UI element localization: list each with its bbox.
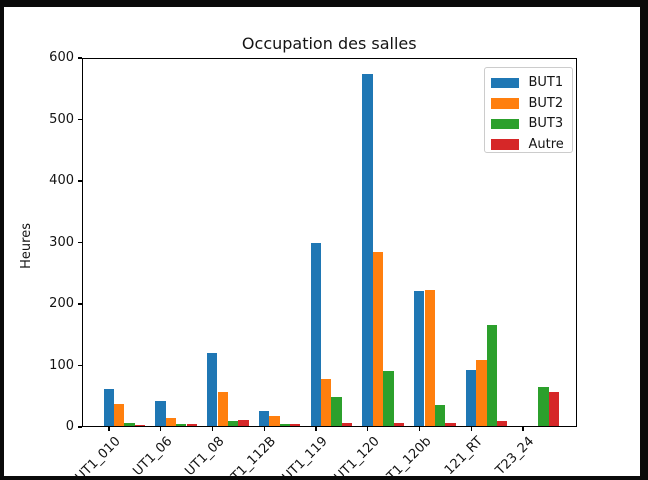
bar-Autre-UT1_08 <box>238 419 249 426</box>
bar-BUT1-T1_120b <box>414 290 425 426</box>
plot-area <box>81 58 577 427</box>
bar-BUT3-UT1_119 <box>331 397 342 426</box>
y-tick-label: 0 <box>65 419 74 434</box>
bar-BUT2-UT1_120 <box>372 252 384 426</box>
bar-BUT1-T1_112B <box>258 410 270 426</box>
x-tick-label: 121_RT <box>441 434 486 476</box>
bar-BUT2-UT1_010 <box>114 403 125 426</box>
x-tickmark <box>263 427 265 431</box>
legend-swatch-icon <box>490 98 519 109</box>
x-tickmark <box>315 427 317 431</box>
y-tick-label: 400 <box>49 173 74 188</box>
bar-BUT3-UT1_010 <box>124 422 135 426</box>
bar-Autre-UT1_119 <box>341 422 353 426</box>
x-tick-label: T23_24 <box>493 434 538 476</box>
chart-figure: Occupation des salles Heures 0 100 200 300 4… <box>4 7 640 476</box>
legend-item-BUT3: BUT3 <box>490 114 572 135</box>
bar-BUT2-UT1_119 <box>321 378 332 426</box>
legend-swatch-icon <box>490 77 519 89</box>
y-tick-label: 200 <box>49 296 74 311</box>
y-tickmark <box>77 426 82 428</box>
bar-Autre-T23_24 <box>548 392 560 426</box>
x-tickmark <box>367 427 369 431</box>
bar-BUT2-121_RT <box>476 360 487 426</box>
x-tickmark <box>160 427 162 431</box>
y-tickmark <box>77 57 82 59</box>
y-tickmark <box>77 303 82 305</box>
x-tick-label: UT1_010 <box>72 434 124 476</box>
legend-item-BUT1: BUT1 <box>490 73 572 94</box>
x-tick-label: UT1_119 <box>279 434 331 476</box>
bar-BUT3-UT1_120 <box>383 370 394 426</box>
y-tick-label: 500 <box>49 111 74 127</box>
legend-label: Autre <box>528 137 564 153</box>
x-tickmark <box>522 427 524 431</box>
y-tickmark <box>77 118 82 121</box>
bar-BUT1-UT1_119 <box>310 243 321 426</box>
x-tickmark <box>211 427 214 431</box>
legend-item-Autre: Autre <box>490 134 572 155</box>
bar-BUT2-UT1_08 <box>217 391 228 426</box>
bar-BUT1-UT1_120 <box>362 73 373 426</box>
legend-swatch-icon <box>490 139 519 150</box>
legend-label: BUT1 <box>528 75 564 91</box>
bar-Autre-T1_120b <box>445 422 456 426</box>
x-tickmark <box>108 427 110 431</box>
bar-Autre-121_RT <box>497 421 508 426</box>
legend-label: BUT3 <box>528 116 564 132</box>
bar-BUT1-UT1_010 <box>103 389 114 426</box>
y-tick-label: 600 <box>49 50 74 65</box>
x-tick-label: T1_112B <box>228 434 279 476</box>
bar-BUT2-T1_120b <box>424 289 435 426</box>
bar-Autre-UT1_06 <box>186 424 197 426</box>
y-tick-label: 100 <box>49 357 74 373</box>
y-tickmark <box>77 180 82 182</box>
x-tick-label: T1_120b <box>384 434 435 476</box>
legend-item-BUT2: BUT2 <box>490 93 572 114</box>
y-tickmark <box>77 241 82 244</box>
legend: BUT1 BUT2 BUT3 Autre <box>483 66 573 155</box>
y-tick-label: 300 <box>49 234 74 250</box>
bar-BUT1-UT1_06 <box>155 401 166 426</box>
bar-BUT2-UT1_06 <box>165 418 177 426</box>
bar-Autre-UT1_010 <box>134 425 146 426</box>
x-tick-label: UT1_06 <box>130 434 176 476</box>
bar-BUT1-UT1_08 <box>207 353 218 426</box>
legend-swatch-icon <box>490 118 519 130</box>
x-tickmark <box>470 427 472 431</box>
bar-BUT3-T23_24 <box>538 387 549 426</box>
x-tick-label: UT1_08 <box>182 434 228 476</box>
bar-BUT3-UT1_06 <box>176 424 187 426</box>
bar-BUT3-121_RT <box>486 324 498 426</box>
x-tickmark <box>418 427 421 431</box>
bar-BUT3-T1_120b <box>434 405 446 426</box>
x-tick-label: UT1_120 <box>331 434 383 476</box>
y-tickmark <box>77 364 82 367</box>
y-axis-label: Heures <box>19 223 34 269</box>
bar-BUT3-T1_112B <box>279 423 291 426</box>
bar-BUT3-UT1_08 <box>227 421 239 426</box>
bar-Autre-T1_112B <box>290 423 301 426</box>
bar-BUT1-121_RT <box>465 370 477 426</box>
legend-label: BUT2 <box>528 95 564 111</box>
bar-BUT2-T1_112B <box>269 416 280 426</box>
bar-Autre-UT1_120 <box>393 422 404 426</box>
chart-title: Occupation des salles <box>241 34 417 53</box>
